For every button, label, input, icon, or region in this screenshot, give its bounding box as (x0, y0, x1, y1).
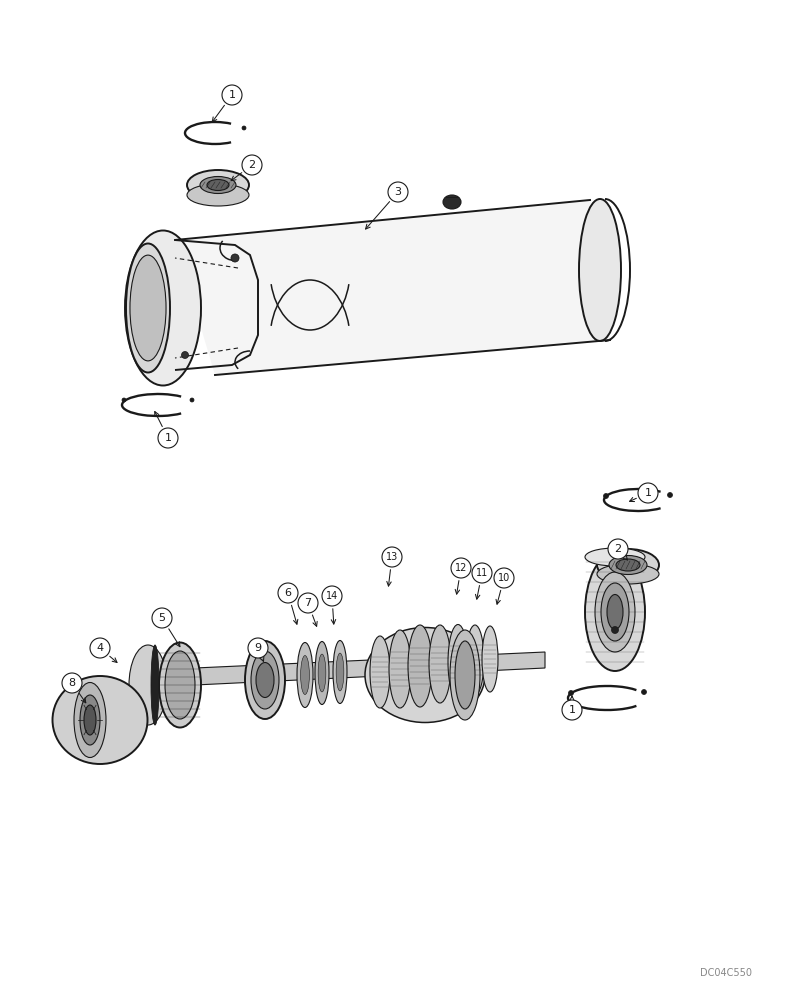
Circle shape (90, 638, 109, 658)
Circle shape (450, 558, 470, 578)
Text: 1: 1 (568, 705, 575, 715)
Ellipse shape (333, 640, 346, 704)
Circle shape (221, 85, 242, 105)
Ellipse shape (336, 653, 343, 691)
Circle shape (568, 690, 573, 696)
Ellipse shape (130, 255, 165, 361)
Text: 7: 7 (304, 598, 311, 608)
Text: DC04C550: DC04C550 (699, 968, 751, 978)
Polygon shape (175, 200, 609, 375)
Circle shape (158, 428, 178, 448)
Ellipse shape (255, 662, 273, 698)
Circle shape (603, 493, 607, 498)
Text: 2: 2 (248, 160, 255, 170)
Text: 1: 1 (165, 433, 171, 443)
Circle shape (152, 608, 172, 628)
Text: 4: 4 (97, 643, 104, 653)
Ellipse shape (53, 676, 148, 764)
Circle shape (277, 583, 298, 603)
Ellipse shape (126, 243, 169, 372)
Circle shape (561, 700, 581, 720)
Ellipse shape (454, 641, 474, 709)
Ellipse shape (578, 199, 620, 341)
Ellipse shape (388, 630, 410, 708)
Ellipse shape (600, 583, 629, 641)
Ellipse shape (129, 645, 167, 725)
Ellipse shape (151, 645, 159, 725)
Ellipse shape (74, 682, 106, 758)
Ellipse shape (596, 549, 659, 581)
Circle shape (242, 126, 246, 130)
Ellipse shape (200, 177, 236, 194)
Circle shape (322, 586, 341, 606)
Ellipse shape (315, 642, 328, 704)
Text: 6: 6 (284, 588, 291, 598)
Ellipse shape (616, 559, 639, 571)
Text: 9: 9 (254, 643, 261, 653)
Circle shape (242, 155, 262, 175)
Ellipse shape (596, 564, 659, 584)
Ellipse shape (84, 705, 96, 735)
Ellipse shape (584, 553, 644, 671)
Circle shape (607, 539, 627, 559)
Ellipse shape (608, 556, 646, 574)
Ellipse shape (297, 642, 312, 708)
Text: 13: 13 (385, 552, 397, 562)
Circle shape (611, 626, 618, 634)
Ellipse shape (607, 594, 622, 630)
Ellipse shape (138, 279, 157, 337)
Circle shape (381, 547, 401, 567)
Ellipse shape (365, 628, 484, 722)
Text: 8: 8 (68, 678, 75, 688)
Circle shape (230, 254, 238, 262)
Ellipse shape (318, 654, 325, 692)
Text: 14: 14 (325, 591, 337, 601)
Circle shape (182, 352, 188, 359)
Ellipse shape (482, 626, 497, 692)
Ellipse shape (159, 642, 201, 727)
Ellipse shape (370, 636, 389, 708)
Ellipse shape (300, 656, 309, 694)
Circle shape (388, 182, 407, 202)
Ellipse shape (207, 180, 229, 191)
Text: 1: 1 (228, 90, 235, 100)
Ellipse shape (80, 695, 100, 745)
Ellipse shape (251, 651, 279, 709)
Circle shape (62, 673, 82, 693)
Circle shape (247, 638, 268, 658)
Ellipse shape (443, 195, 461, 209)
Circle shape (122, 398, 126, 402)
Text: 12: 12 (454, 563, 466, 573)
Ellipse shape (466, 625, 483, 695)
Text: 11: 11 (475, 568, 487, 578)
Ellipse shape (134, 266, 162, 350)
Text: 1: 1 (644, 488, 650, 498)
Circle shape (298, 593, 318, 613)
Circle shape (641, 690, 646, 694)
Ellipse shape (187, 170, 249, 200)
Circle shape (667, 492, 672, 497)
Circle shape (471, 563, 491, 583)
Ellipse shape (584, 548, 644, 566)
Ellipse shape (594, 572, 634, 652)
Ellipse shape (407, 625, 431, 707)
Ellipse shape (449, 630, 479, 720)
Ellipse shape (448, 624, 467, 700)
Ellipse shape (428, 625, 450, 703)
Text: 3: 3 (394, 187, 401, 197)
Text: 10: 10 (497, 573, 509, 583)
Text: 5: 5 (158, 613, 165, 623)
Ellipse shape (165, 651, 195, 719)
Polygon shape (195, 652, 544, 685)
Ellipse shape (187, 184, 249, 206)
Circle shape (637, 483, 657, 503)
Circle shape (190, 398, 194, 402)
Ellipse shape (125, 231, 201, 385)
Ellipse shape (245, 641, 285, 719)
Circle shape (493, 568, 513, 588)
Text: 2: 2 (614, 544, 620, 554)
